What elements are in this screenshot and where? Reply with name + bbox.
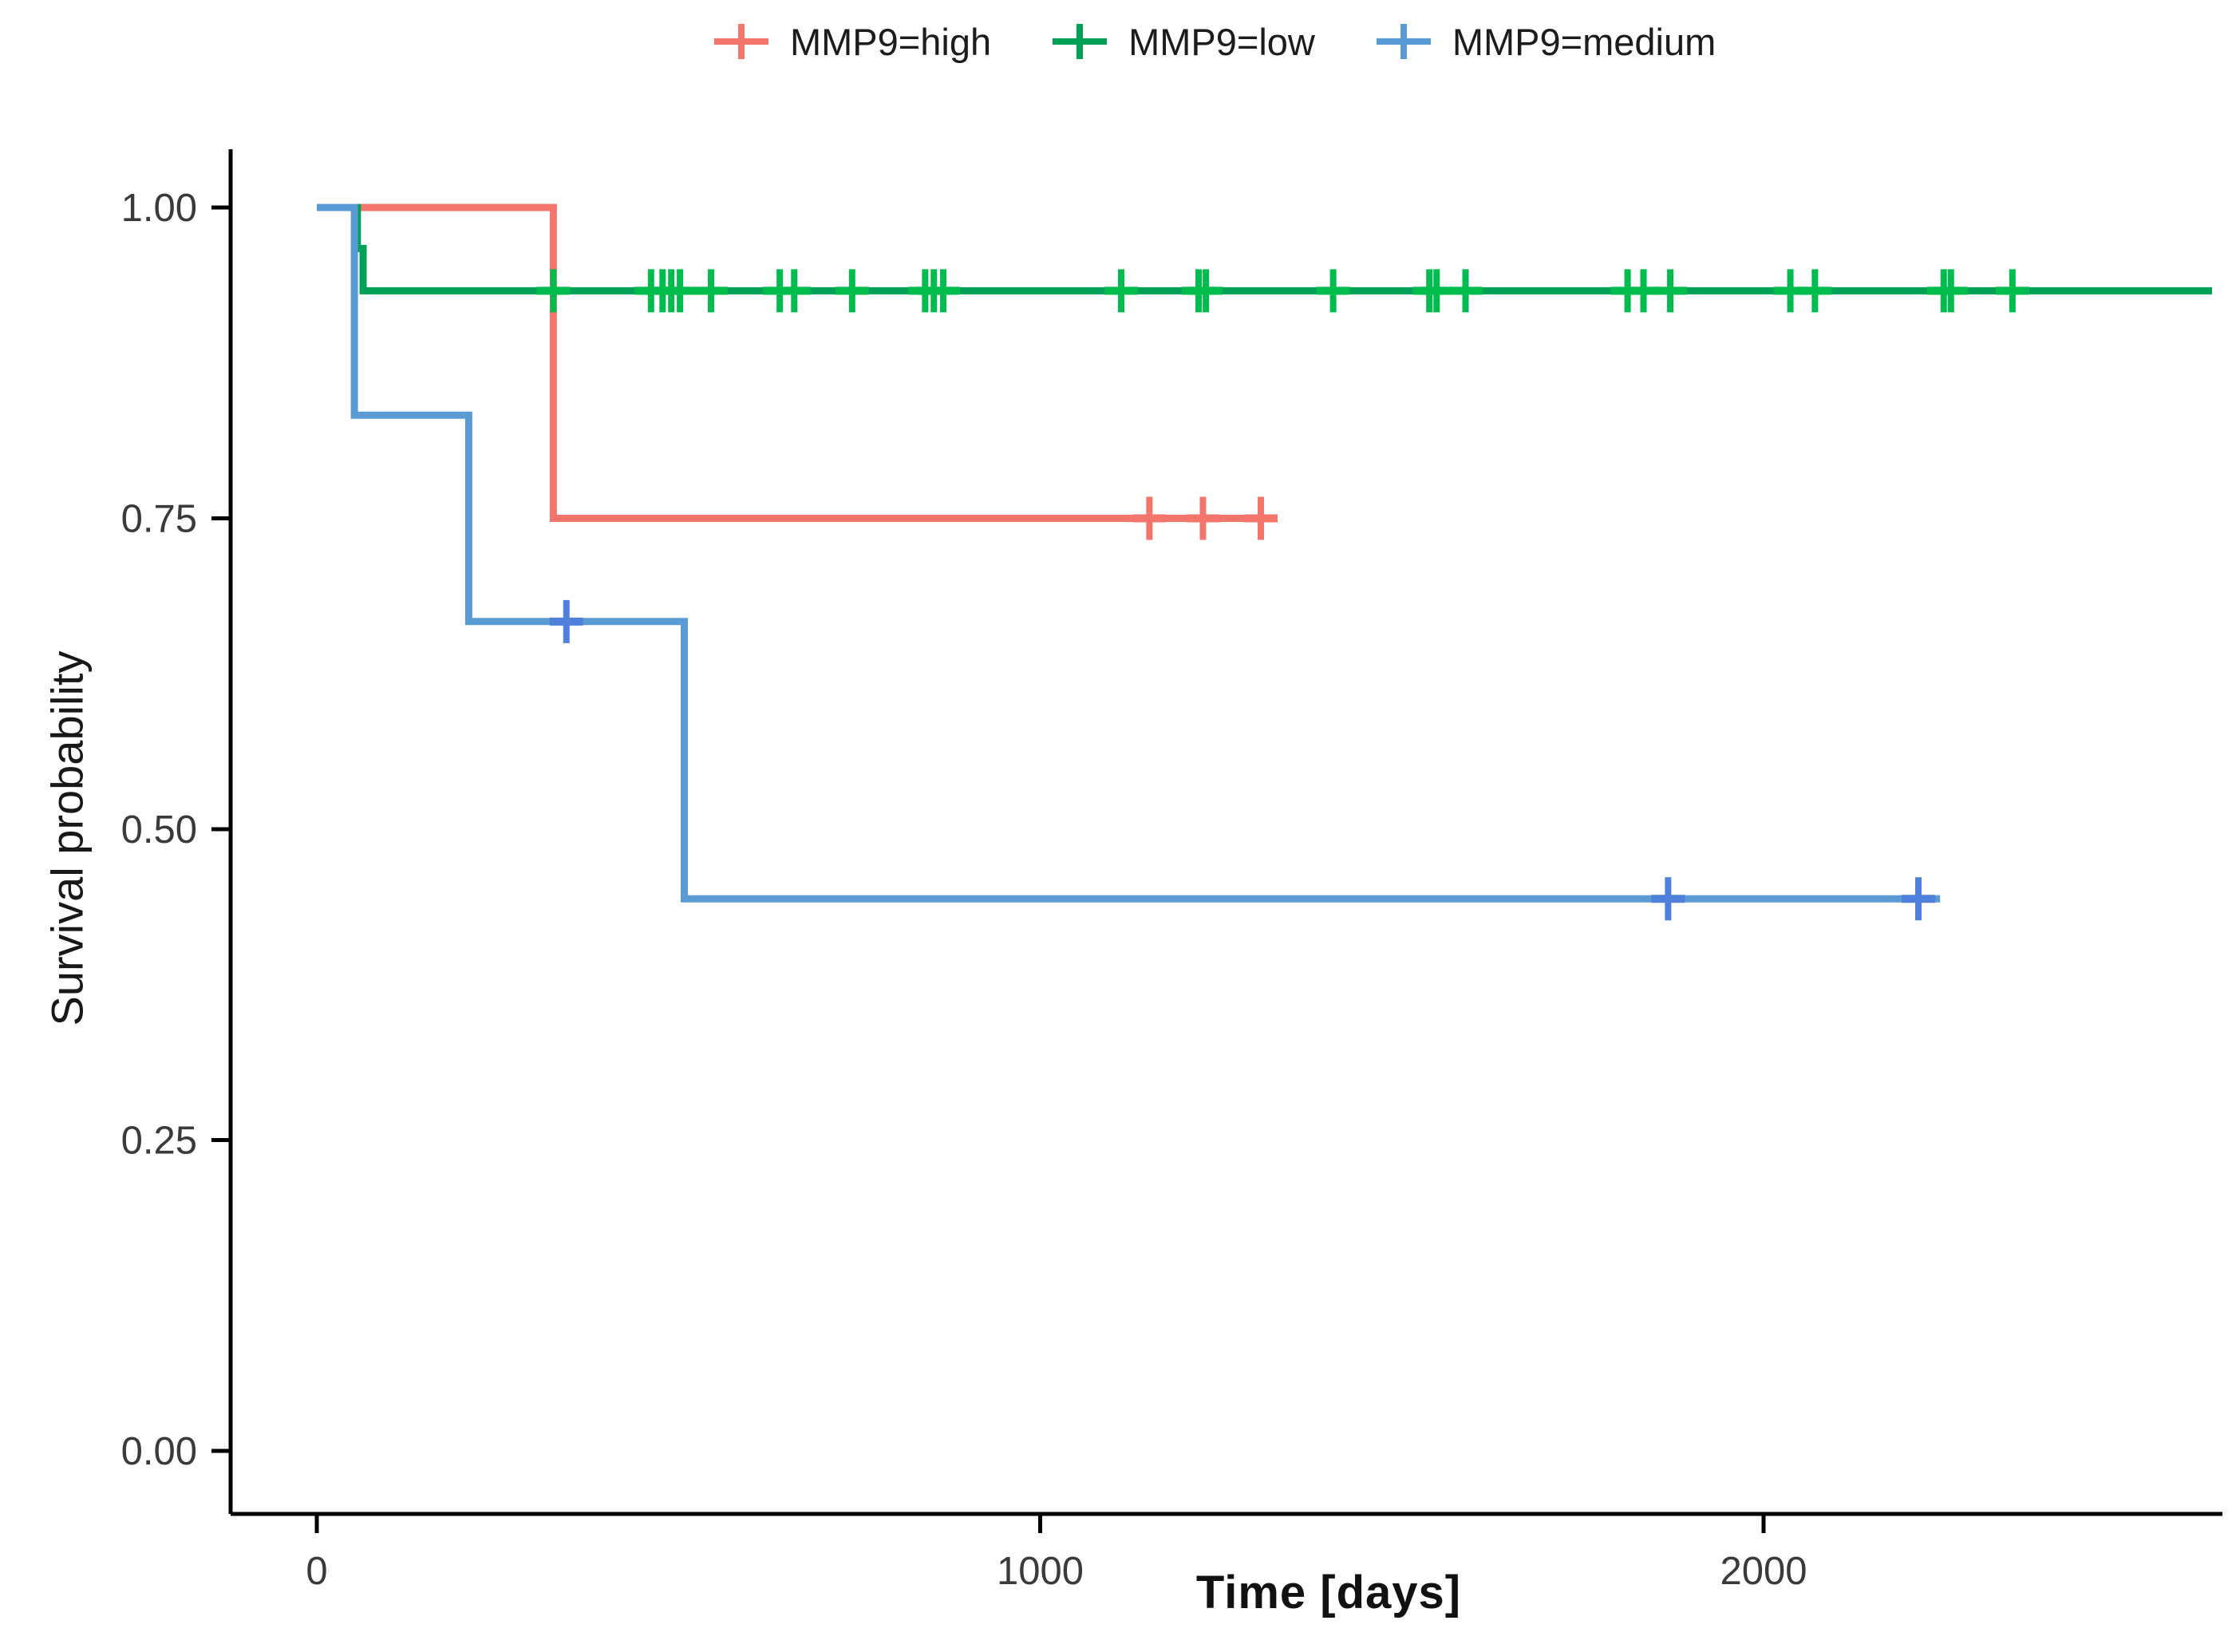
y-tick-label: 0.50 xyxy=(121,808,197,852)
censor-marks-mmp9-medium xyxy=(549,599,1935,921)
y-tick-label: 1.00 xyxy=(121,187,197,230)
censor-marks-mmp9-low xyxy=(536,269,2029,313)
survival-curve-mmp9-high xyxy=(317,204,1275,522)
censor-marks-mmp9-high xyxy=(1132,496,1278,540)
legend-item-mmp9-low: MMP9=low xyxy=(1050,18,1315,65)
y-tick-label: 0.75 xyxy=(121,498,197,541)
survival-curve-mmp9-medium xyxy=(317,204,1941,903)
legend-label: MMP9=high xyxy=(790,20,992,63)
legend-item-mmp9-high: MMP9=high xyxy=(712,18,991,65)
legend-item-mmp9-medium: MMP9=medium xyxy=(1374,18,1716,65)
legend: MMP9=high MMP9=low MMP9=medium xyxy=(712,14,1716,69)
censor-plus-icon xyxy=(714,24,768,59)
y-tick-label: 0.25 xyxy=(121,1120,197,1163)
censor-plus-icon xyxy=(1053,24,1108,59)
y-tick-label: 0.00 xyxy=(121,1430,197,1473)
x-tick-label: 2000 xyxy=(1720,1550,1807,1593)
legend-label: MMP9=low xyxy=(1128,20,1315,63)
x-axis-title: Time [days] xyxy=(1195,1567,1462,1618)
survival-curve-mmp9-low xyxy=(317,204,2212,294)
censor-plus-icon xyxy=(1376,24,1431,59)
x-tick-label: 1000 xyxy=(997,1550,1084,1593)
legend-label: MMP9=medium xyxy=(1452,20,1716,63)
x-tick-label: 0 xyxy=(306,1550,327,1593)
